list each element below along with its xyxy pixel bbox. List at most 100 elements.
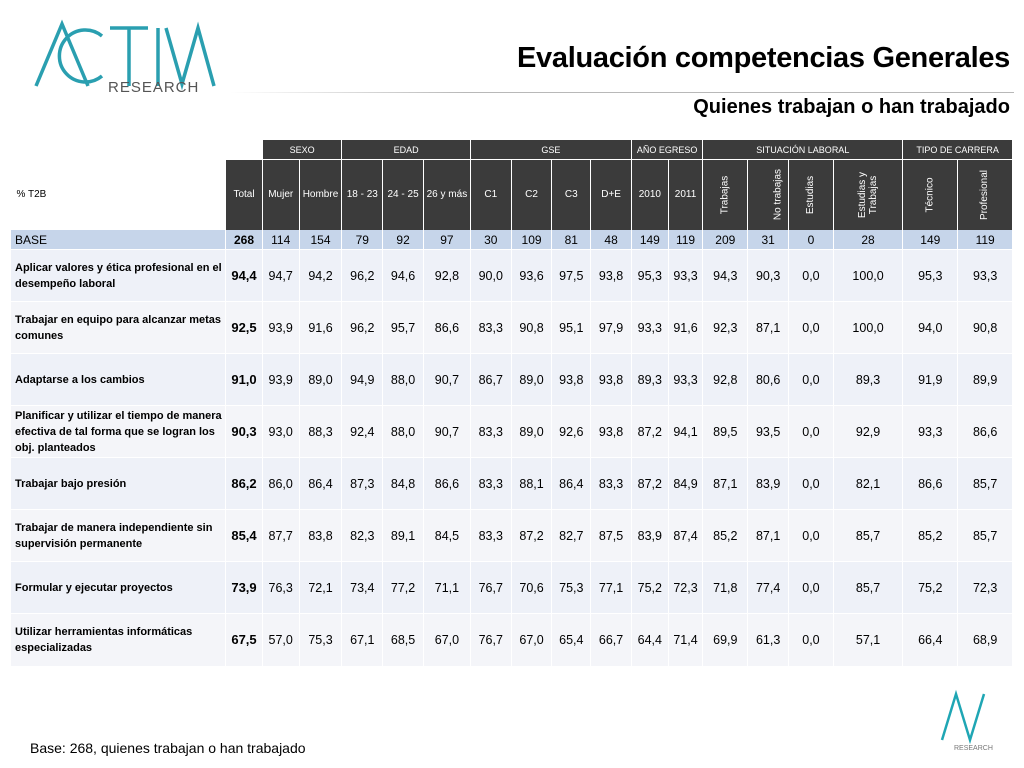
table-cell: 75,3 <box>298 613 342 666</box>
table-cell: 93,5 <box>747 405 789 458</box>
table-cell: 95,3 <box>630 249 669 302</box>
base-cell: 92 <box>382 230 424 250</box>
column-header: 2011 <box>667 159 703 230</box>
table-cell: 87,2 <box>630 457 669 510</box>
row-label: Planificar y utilizar el tiempo de maner… <box>9 405 226 458</box>
column-header: Estudias y Trabajas <box>832 159 903 230</box>
table-cell: 89,0 <box>510 353 552 406</box>
table-cell: 89,0 <box>510 405 552 458</box>
table-cell: 83,3 <box>469 509 512 562</box>
table-cell: 93,0 <box>261 405 300 458</box>
table-cell: 93,3 <box>667 249 703 302</box>
table-cell: 86,6 <box>957 405 1012 458</box>
table-cell: 88,1 <box>510 457 552 510</box>
table-row: Trabajar en equipo para alcanzar metas c… <box>9 301 1012 354</box>
table-cell: 91,9 <box>902 353 958 406</box>
table-cell: 96,2 <box>341 249 383 302</box>
table-cell: 83,3 <box>469 301 512 354</box>
row-label: Adaptarse a los cambios <box>9 353 226 406</box>
group-header-2: GSE <box>469 140 632 160</box>
table-cell: 94,7 <box>261 249 300 302</box>
table-cell: 90,7 <box>422 405 471 458</box>
column-header-row: % T2B Total Mujer Hombre 18 - 23 24 - 25 26 y… <box>10 159 1012 230</box>
table-cell: 82,7 <box>551 509 591 562</box>
column-header: Trabajas <box>702 159 748 230</box>
table-cell: 94,4 <box>225 249 263 302</box>
table-cell: 86,0 <box>261 457 300 510</box>
base-cell: 209 <box>702 230 748 250</box>
table-cell: 94,2 <box>298 249 342 302</box>
table-cell: 72,1 <box>298 561 342 614</box>
table-cell: 83,9 <box>747 457 789 510</box>
page-title: Evaluación competencias Generales <box>517 42 1010 74</box>
table-cell: 68,9 <box>957 613 1012 666</box>
table-cell: 89,9 <box>957 353 1012 406</box>
base-cell: 149 <box>902 230 958 250</box>
row-label: Aplicar valores y ética profesional en e… <box>9 249 226 302</box>
table-cell: 93,8 <box>590 353 632 406</box>
table-cell: 93,6 <box>510 249 552 302</box>
row-label: Trabajar en equipo para alcanzar metas c… <box>9 301 226 354</box>
table-row: Trabajar bajo presión 86,2 86,0 86,4 87,3 84,… <box>9 457 1012 510</box>
group-header-1: EDAD <box>341 140 471 160</box>
column-header: No trabajas <box>747 159 789 230</box>
base-cell: 31 <box>747 230 789 250</box>
table-cell: 93,3 <box>902 405 958 458</box>
column-header: 2010 <box>630 159 669 230</box>
column-header: D+E <box>590 159 632 230</box>
base-cell: 81 <box>551 230 591 250</box>
table-cell: 72,3 <box>667 561 703 614</box>
table-cell: 92,9 <box>832 405 903 458</box>
column-header: Profesional <box>957 159 1012 230</box>
table-cell: 85,7 <box>957 509 1012 562</box>
table-cell: 70,6 <box>510 561 552 614</box>
table-cell: 95,3 <box>902 249 958 302</box>
table-cell: 83,3 <box>469 405 512 458</box>
table-cell: 82,1 <box>832 457 903 510</box>
table-row: Utilizar herramientas informáticas espec… <box>9 613 1012 666</box>
table-row: Adaptarse a los cambios 91,0 93,9 89,0 94,9 8… <box>9 353 1012 406</box>
table-cell: 88,0 <box>382 353 424 406</box>
table-cell: 85,2 <box>702 509 748 562</box>
table-cell: 83,9 <box>630 509 669 562</box>
table-cell: 66,4 <box>902 613 958 666</box>
table-cell: 75,2 <box>902 561 958 614</box>
table-cell: 0,0 <box>788 509 834 562</box>
table-cell: 87,4 <box>667 509 703 562</box>
base-cell: 154 <box>298 230 342 250</box>
base-cell: 119 <box>667 230 703 250</box>
table-cell: 75,3 <box>551 561 591 614</box>
table-cell: 94,9 <box>341 353 383 406</box>
table-cell: 87,7 <box>261 509 300 562</box>
table-row: Formular y ejecutar proyectos 73,9 76,3 72,… <box>9 561 1012 614</box>
table-cell: 73,9 <box>225 561 263 614</box>
table-cell: 76,3 <box>261 561 300 614</box>
row-label: Utilizar herramientas informáticas espec… <box>9 613 226 666</box>
table-cell: 67,1 <box>341 613 383 666</box>
table-cell: 93,8 <box>590 249 632 302</box>
table-cell: 0,0 <box>788 405 834 458</box>
table-cell: 88,3 <box>298 405 342 458</box>
table-cell: 0,0 <box>788 613 834 666</box>
table-cell: 94,3 <box>702 249 748 302</box>
table-cell: 66,7 <box>590 613 632 666</box>
column-header-label: Trabajas <box>719 175 731 215</box>
table-cell: 84,5 <box>422 509 471 562</box>
table-cell: 0,0 <box>788 249 834 302</box>
column-header: C2 <box>510 159 552 230</box>
base-row: BASE 268 114 154 79 92 97 30 109 81 48 149 119 209 31… <box>9 230 1012 250</box>
table-cell: 83,8 <box>298 509 342 562</box>
table-cell: 87,1 <box>702 457 748 510</box>
table-cell: 87,1 <box>747 301 789 354</box>
group-header-0: SEXO <box>261 140 342 160</box>
column-header: 18 - 23 <box>341 159 383 230</box>
column-header: Estudias <box>788 159 834 230</box>
table-cell: 87,5 <box>590 509 632 562</box>
table-cell: 86,6 <box>902 457 958 510</box>
table-cell: 72,3 <box>957 561 1012 614</box>
table-cell: 92,3 <box>702 301 748 354</box>
table-cell: 64,4 <box>630 613 669 666</box>
column-header-label: No trabajas <box>772 168 784 221</box>
table-cell: 92,8 <box>422 249 471 302</box>
base-cell: 97 <box>422 230 471 250</box>
